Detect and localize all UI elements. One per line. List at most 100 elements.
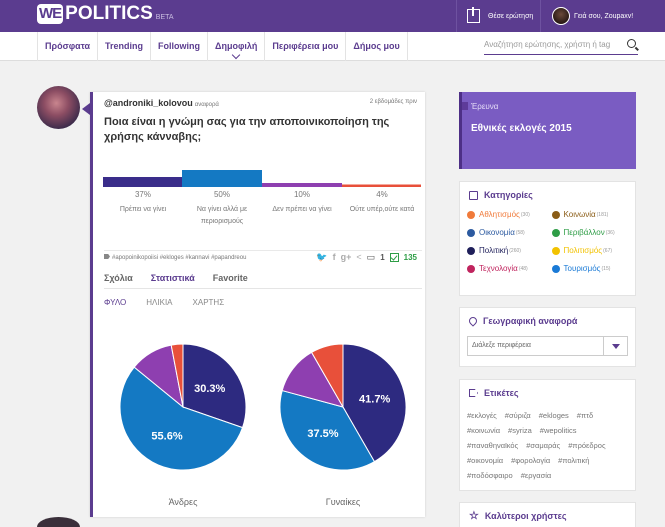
- poll-option-3[interactable]: 10% Δεν πρέπει να γίνει: [262, 175, 342, 225]
- tag-icon: [469, 389, 478, 397]
- category-item[interactable]: Οικονομία (58): [467, 228, 548, 237]
- category-item[interactable]: Κοινωνία (181): [551, 210, 633, 219]
- vote-check-icon[interactable]: [389, 252, 399, 262]
- region-select[interactable]: Διάλεξε περιφέρεια: [467, 336, 628, 356]
- tab-age[interactable]: ΗΛΙΚΙΑ: [146, 298, 173, 307]
- tab-recent[interactable]: Πρόσφατα: [37, 32, 97, 61]
- tag-link[interactable]: #wepolitics: [539, 426, 577, 435]
- poll-percent: 10%: [293, 190, 310, 199]
- pie-caption-women: Γυναίκες: [325, 497, 361, 507]
- star-icon: ☆: [469, 509, 479, 522]
- geo-title: Γεωγραφική αναφορά: [467, 315, 578, 327]
- categories-list: Αθλητισμός (30) Κοινωνία (181) Οικονομία (58)…: [467, 210, 632, 273]
- tag-link[interactable]: #syriza: [508, 426, 532, 435]
- ask-question-button[interactable]: Θέσε ερώτηση: [456, 0, 538, 32]
- search-icon[interactable]: [627, 39, 636, 48]
- tab-trending[interactable]: Trending: [97, 32, 150, 61]
- tab-favorite[interactable]: Favorite: [212, 273, 248, 283]
- tag-link[interactable]: #πρόεδρος: [568, 441, 606, 450]
- tag-link[interactable]: #οικονομία: [467, 456, 504, 465]
- tags-title-text: Ετικέτες: [484, 388, 519, 398]
- tab-comments[interactable]: Σχόλια: [104, 273, 133, 283]
- pie-slice: [279, 389, 376, 471]
- category-count: (48): [518, 265, 528, 272]
- tag-link[interactable]: #παναθηναϊκός: [467, 441, 519, 450]
- poll-bar-option-1: [103, 177, 182, 187]
- tag-cloud: #εκλογές #σύριζα #ekloges #πτδ #κοινωνία #syr…: [467, 408, 632, 483]
- author-avatar[interactable]: [37, 86, 80, 129]
- share-icon[interactable]: <: [356, 252, 362, 262]
- question-title[interactable]: Ποια είναι η γνώμη σας για την αποποινικ…: [104, 116, 390, 143]
- poll-option-4[interactable]: 4% Ούτε υπέρ,ούτε κατά: [342, 175, 422, 225]
- google-plus-icon[interactable]: g+: [340, 252, 352, 262]
- nav-tabs: Πρόσφατα Trending Following Δημοφιλή Περ…: [37, 32, 408, 61]
- tab-popular[interactable]: Δημοφιλή: [207, 32, 264, 61]
- twitter-icon[interactable]: 🐦: [316, 251, 328, 262]
- category-dot: [551, 228, 560, 237]
- post-tags-text[interactable]: #apopoinikopoiisi #ekloges #kannavi #pap…: [112, 255, 247, 261]
- tab-gender[interactable]: ΦΥΛΟ: [104, 298, 127, 307]
- category-count: (181): [596, 211, 609, 218]
- tag-link[interactable]: #εκλογές: [467, 411, 497, 420]
- logo-politics: POLITICS: [65, 3, 153, 24]
- tag-link[interactable]: #σύριζα: [504, 411, 531, 420]
- votes-count: 135: [403, 252, 417, 262]
- category-count: (36): [605, 229, 615, 236]
- poll-option-2[interactable]: 50% Να γίνει αλλά με περιορισμούς: [182, 175, 262, 225]
- tag-link[interactable]: #κοινωνία: [467, 426, 501, 435]
- comment-icon[interactable]: ▭: [366, 251, 376, 262]
- survey-card[interactable]: Έρευνα Εθνικές εκλογές 2015: [459, 92, 636, 169]
- pie-chart-men: 30.3% 55.6%: [119, 343, 247, 471]
- pie-slice: [119, 366, 244, 471]
- facebook-icon[interactable]: f: [332, 252, 336, 262]
- poll-label: Ούτε υπέρ,ούτε κατά: [349, 206, 415, 213]
- tag-link[interactable]: #πτδ: [576, 411, 594, 420]
- category-label: Τουρισμός: [563, 264, 601, 273]
- poll-bar-option-4: [342, 184, 421, 187]
- tab-statistics[interactable]: Στατιστικά: [150, 273, 195, 283]
- next-author-avatar[interactable]: [37, 517, 80, 527]
- post-actions: 🐦 f g+ < ▭ 1 135: [316, 250, 417, 264]
- tab-map[interactable]: ΧΑΡΤΗΣ: [192, 298, 225, 307]
- poll-option-1[interactable]: 37% Πρέπει να γίνει: [103, 175, 183, 225]
- tag-link[interactable]: #ποδόσφαιρο: [467, 471, 513, 480]
- geo-title-text: Γεωγραφική αναφορά: [483, 316, 578, 326]
- post-subtabs: Σχόλια Στατιστικά Favorite: [104, 267, 422, 289]
- category-count: (58): [515, 229, 525, 236]
- category-item[interactable]: Περιβάλλον (36): [551, 228, 633, 237]
- author-name[interactable]: @androniki_kolovou: [104, 98, 193, 108]
- chevron-down-icon[interactable]: [603, 337, 627, 355]
- category-item[interactable]: Τεχνολογία (48): [467, 264, 548, 273]
- survey-text[interactable]: Εθνικές εκλογές 2015: [471, 123, 572, 134]
- author-line: @androniki_kolovou αναφορά: [104, 98, 219, 108]
- card-pointer: [82, 103, 90, 115]
- map-pin-icon: [467, 315, 479, 327]
- category-label: Πολιτισμός: [563, 246, 603, 255]
- poll-label: Να γίνει αλλά με περιορισμούς: [196, 206, 248, 225]
- tag-link[interactable]: #εργασία: [520, 471, 552, 480]
- best-users-title: ☆ Καλύτεροι χρήστες: [469, 509, 567, 522]
- category-item[interactable]: Αθλητισμός (30): [467, 210, 548, 219]
- category-label: Οικονομία: [479, 228, 515, 237]
- tag-link[interactable]: #σαμαράς: [526, 441, 561, 450]
- category-dot: [551, 246, 560, 255]
- tab-my-region[interactable]: Περιφέρεια μου: [264, 32, 345, 61]
- tag-link[interactable]: #ekloges: [538, 411, 569, 420]
- stats-filter-tabs: ΦΥΛΟ ΗΛΙΚΙΑ ΧΑΡΤΗΣ: [104, 298, 224, 307]
- tab-my-municipality[interactable]: Δήμος μου: [345, 32, 408, 61]
- tab-following[interactable]: Following: [150, 32, 207, 61]
- search-input[interactable]: [484, 40, 622, 49]
- tag-link[interactable]: #φορολογία: [511, 456, 551, 465]
- logo[interactable]: WE POLITICS BETA: [37, 3, 174, 24]
- categories-panel: Κατηγορίες Αθλητισμός (30) Κοινωνία (181) Οι…: [459, 181, 636, 296]
- tag-link[interactable]: #πολιτική: [558, 456, 590, 465]
- category-item[interactable]: Πολιτισμός (67): [551, 246, 633, 255]
- pie-slice: [170, 343, 184, 408]
- pie-data-label: 41.7%: [359, 394, 390, 406]
- category-item[interactable]: Τουρισμός (15): [551, 264, 633, 273]
- category-dot: [551, 264, 560, 273]
- category-count: (67): [603, 247, 613, 254]
- category-item[interactable]: Πολιτική (260): [467, 246, 548, 255]
- category-label: Κοινωνία: [563, 210, 596, 219]
- user-menu[interactable]: Γειά σου, Zoupaxv!: [540, 0, 665, 32]
